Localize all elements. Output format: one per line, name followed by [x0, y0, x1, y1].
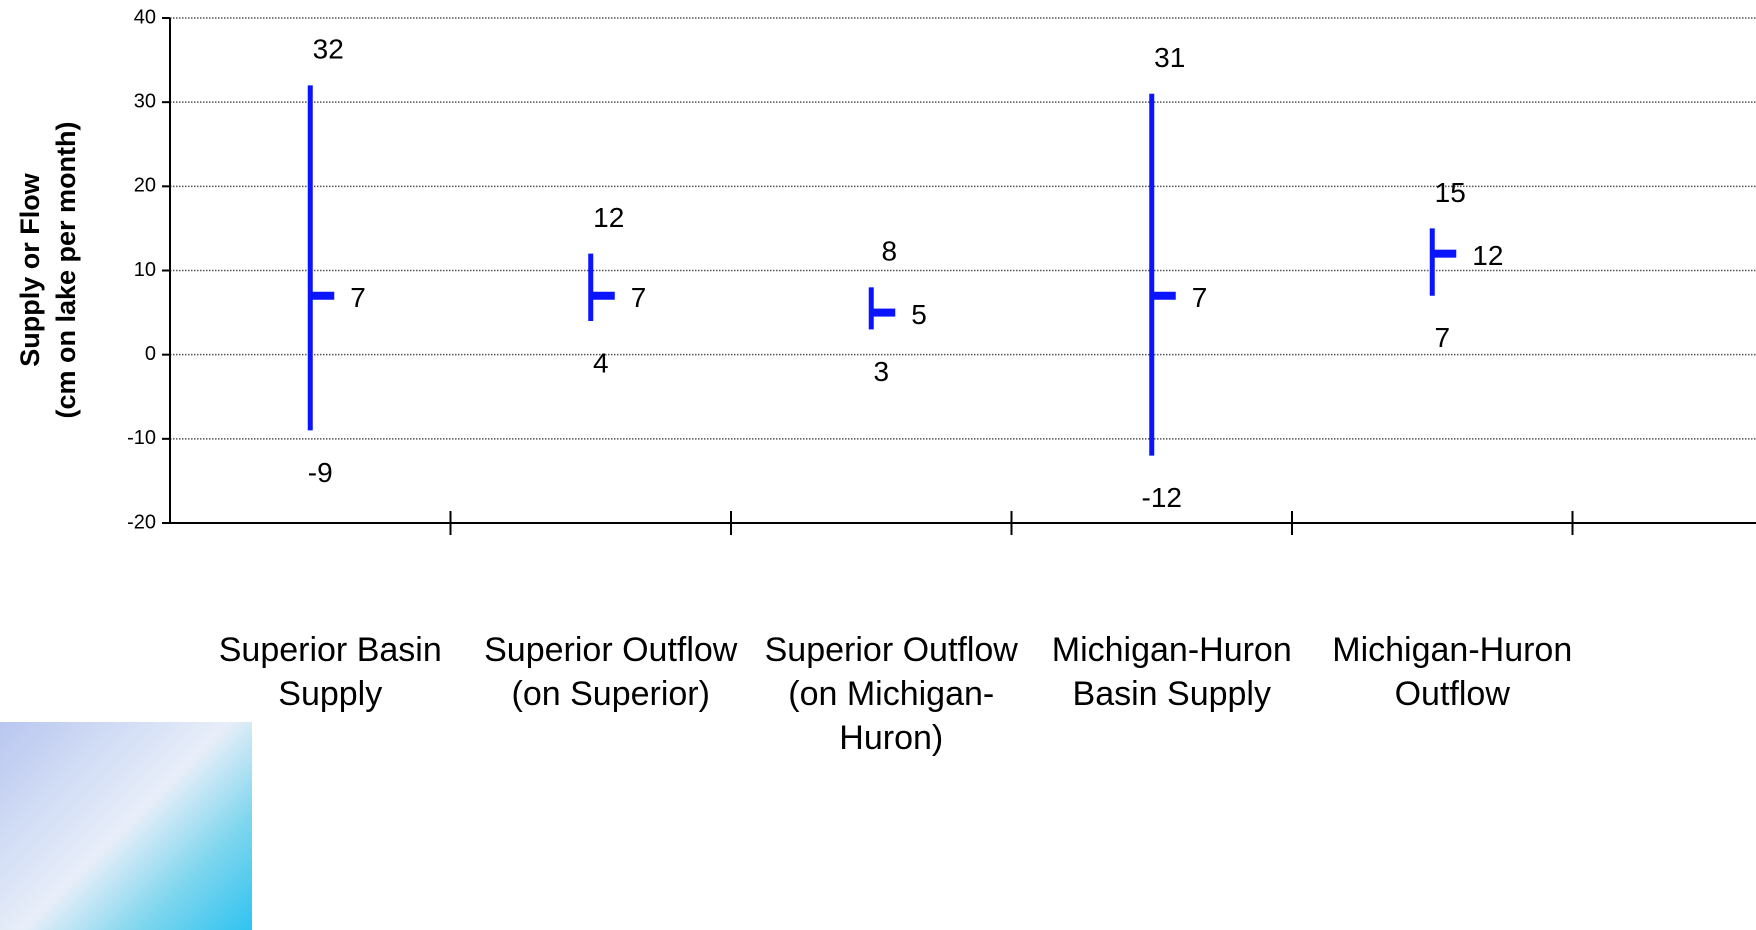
y-axis-title-line: (cm on lake per month) [51, 121, 81, 418]
x-tick-label: Superior Basin Supply [200, 628, 460, 716]
x-tick-label: Michigan-Huron Outflow [1322, 628, 1582, 716]
low-label: -9 [308, 457, 333, 488]
high-label: 12 [593, 202, 624, 233]
mean-tick [310, 292, 334, 300]
mean-tick [591, 292, 615, 300]
x-tick-label: Superior Outflow (on Superior) [481, 628, 741, 716]
low-label: 3 [873, 356, 889, 387]
x-tick-label: Superior Outflow (on Michigan-Huron) [761, 628, 1021, 760]
y-tick-label: -20 [127, 511, 156, 533]
high-label: 31 [1154, 42, 1185, 73]
mean-label: 7 [350, 282, 366, 313]
y-tick-label: 20 [134, 175, 156, 197]
y-tick-label: 30 [134, 90, 156, 112]
low-label: 7 [1434, 322, 1450, 353]
mean-tick [1432, 250, 1456, 258]
high-label: 32 [313, 34, 344, 65]
mean-tick [871, 309, 895, 317]
mean-label: 12 [1472, 240, 1503, 271]
mean-label: 7 [631, 282, 647, 313]
low-label: 4 [593, 347, 609, 378]
mean-label: 7 [1192, 282, 1208, 313]
low-label: -12 [1142, 482, 1182, 513]
mean-label: 5 [911, 299, 927, 330]
page: Supply or Flow (cm on lake per month) -2… [0, 0, 1756, 930]
high-label: 15 [1435, 177, 1466, 208]
high-label: 8 [881, 236, 897, 267]
y-tick-label: 40 [134, 6, 156, 28]
chart: Supply or Flow (cm on lake per month) -2… [0, 0, 1756, 930]
y-tick-label: 10 [134, 259, 156, 281]
y-tick-label: -10 [127, 427, 156, 449]
y-tick-label: 0 [145, 343, 156, 365]
y-axis-title-line: Supply or Flow [15, 172, 45, 366]
mean-tick [1152, 292, 1176, 300]
y-axis-title: Supply or Flow (cm on lake per month) [15, 121, 81, 418]
x-tick-label: Michigan-Huron Basin Supply [1042, 628, 1302, 716]
